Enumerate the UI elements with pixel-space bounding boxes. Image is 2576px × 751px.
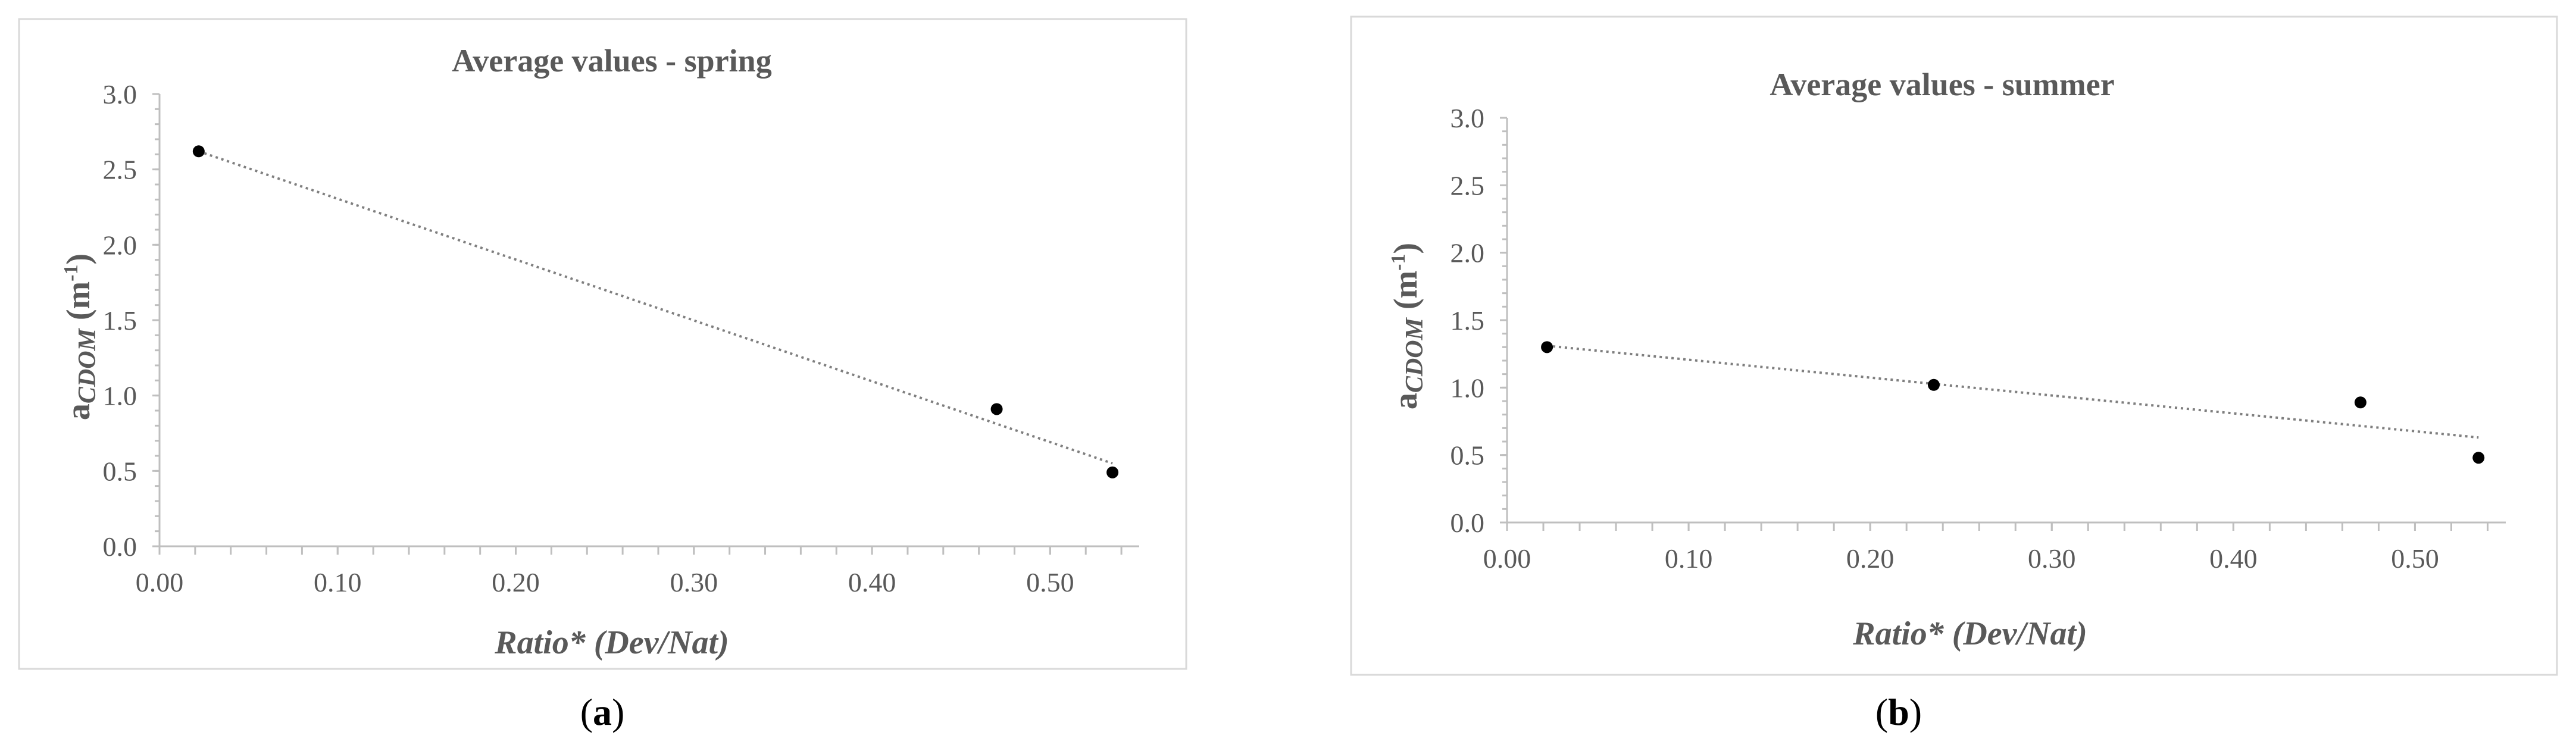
data-point <box>2354 396 2366 409</box>
y-tick-label: 2.0 <box>1450 238 1485 268</box>
y-tick-label: 0.5 <box>103 456 137 486</box>
data-points <box>1541 341 2485 464</box>
y-tick-label: 3.0 <box>1450 103 1485 133</box>
chart-frame <box>18 18 1187 670</box>
x-tick-label: 0.50 <box>2391 543 2439 574</box>
x-tick-label: 0.20 <box>492 567 540 597</box>
data-points <box>192 145 1119 478</box>
y-label-main: a <box>1387 393 1424 409</box>
y-label-subscript: CDOM <box>74 327 101 403</box>
y-tick-label: 2.0 <box>103 230 137 260</box>
axes: 0.0 0.5 1.0 1.5 2.0 2.5 3.0 0.00 0.10 0.20 0.30 0.4… <box>1450 103 2506 574</box>
data-point <box>1541 341 1553 353</box>
x-tick-label: 0.30 <box>670 567 718 597</box>
data-point <box>990 403 1003 415</box>
axes: 0.0 0.5 1.0 1.5 2.0 2.5 3.0 0.00 0.10 0.20 0.30 0.4… <box>103 79 1139 597</box>
data-point <box>2472 452 2485 464</box>
linear-trendline <box>198 150 1113 465</box>
y-label-main: a <box>60 403 97 420</box>
y-label-subscript: CDOM <box>1401 317 1428 393</box>
y-tick-label: 1.5 <box>103 305 137 336</box>
x-tick-label: 0.50 <box>1026 567 1074 597</box>
y-tick-label: 0.5 <box>1450 440 1485 471</box>
x-axis-label: Ratio* (Dev/Nat) <box>494 624 729 661</box>
chart-panel-summer: Average values - summer 0.0 0.5 1.0 1.5 2.0 2… <box>1350 15 2558 733</box>
y-tick-label: 1.5 <box>1450 305 1485 336</box>
x-tick-label: 0.10 <box>1665 543 1713 574</box>
x-tick-label: 0.40 <box>2209 543 2258 574</box>
chart-title: Average values - summer <box>1770 67 2114 102</box>
chart-panel-spring: Average values - spring 0.0 0.5 1.0 1.5 2.0 2… <box>18 18 1187 733</box>
x-tick-label: 0.00 <box>1483 543 1531 574</box>
y-axis-label: aCDOM (m-1) <box>60 254 101 420</box>
y-tick-label: 1.0 <box>1450 373 1485 403</box>
y-label-unit-superscript: -1 <box>60 265 82 281</box>
x-tick-label: 0.00 <box>136 567 184 597</box>
y-tick-label: 2.5 <box>103 155 137 185</box>
y-label-unit-open: (m <box>1387 271 1424 318</box>
data-point <box>1106 466 1119 478</box>
trendline-layer <box>198 150 1113 465</box>
y-axis-label: aCDOM (m-1) <box>1387 243 1428 409</box>
chart-title: Average values - spring <box>452 43 771 79</box>
y-tick-label: 2.5 <box>1450 170 1485 201</box>
x-tick-label: 0.10 <box>314 567 362 597</box>
data-point <box>192 145 205 158</box>
y-label-unit-close: ) <box>60 254 97 265</box>
chart-frame <box>1350 15 2558 676</box>
y-label-unit-superscript: -1 <box>1387 254 1409 271</box>
y-label-unit-close: ) <box>1387 243 1424 254</box>
panel-caption-b: (b) <box>1875 691 1922 733</box>
x-tick-label: 0.40 <box>848 567 896 597</box>
linear-trendline <box>1546 345 2479 439</box>
x-tick-label: 0.30 <box>2028 543 2076 574</box>
data-point <box>1927 378 1940 391</box>
y-tick-label: 3.0 <box>103 79 137 109</box>
x-tick-label: 0.20 <box>1846 543 1895 574</box>
y-tick-label: 1.0 <box>103 381 137 411</box>
trendline-layer <box>1546 345 2479 439</box>
y-tick-label: 0.0 <box>103 531 137 562</box>
y-label-unit-open: (m <box>60 281 97 328</box>
panel-caption-a: (a) <box>580 691 625 733</box>
x-axis-label: Ratio* (Dev/Nat) <box>1852 615 2087 652</box>
y-tick-label: 0.0 <box>1450 508 1485 538</box>
